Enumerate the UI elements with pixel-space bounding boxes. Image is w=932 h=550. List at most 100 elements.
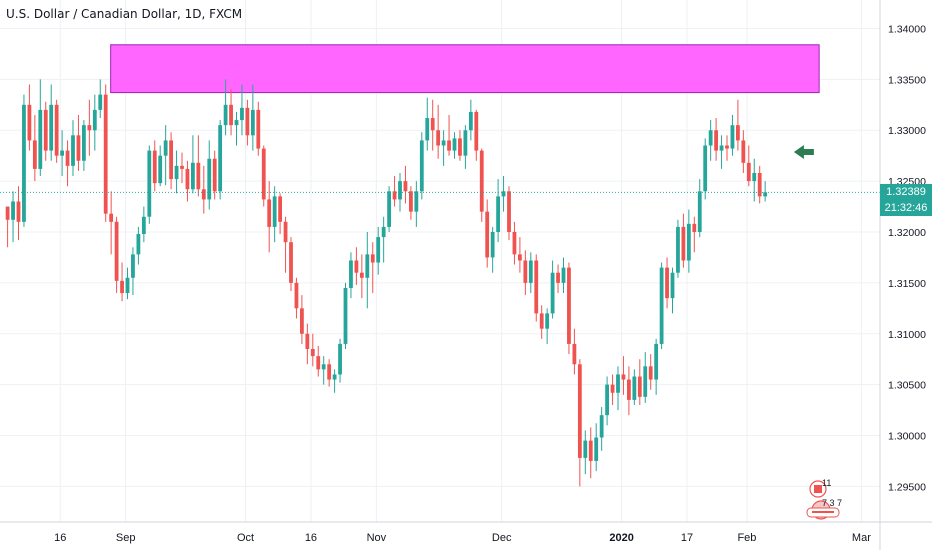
candle-body bbox=[627, 379, 631, 400]
candle-body bbox=[474, 111, 479, 151]
y-tick-label: 1.29500 bbox=[888, 481, 926, 493]
candle-body bbox=[719, 145, 724, 151]
candle-body bbox=[599, 415, 604, 438]
candle-body bbox=[550, 272, 555, 314]
candle-body bbox=[49, 104, 54, 151]
candle-body bbox=[447, 140, 451, 151]
candle-body bbox=[616, 374, 620, 393]
candle-body bbox=[321, 364, 326, 370]
candle-body bbox=[125, 277, 130, 294]
candle-body bbox=[349, 260, 353, 288]
candle-body bbox=[659, 267, 664, 344]
candle-body bbox=[518, 254, 522, 261]
candle-body bbox=[218, 125, 223, 192]
candle-body bbox=[430, 118, 435, 131]
candle-body bbox=[670, 272, 675, 299]
candle-body bbox=[261, 148, 266, 200]
candle-body bbox=[310, 349, 315, 357]
candle-body bbox=[229, 104, 233, 126]
candle-body bbox=[528, 260, 533, 283]
candle-body bbox=[561, 267, 566, 283]
usd-flag-stripe-icon bbox=[812, 511, 834, 513]
x-tick-label: Nov bbox=[367, 532, 387, 544]
candle-body bbox=[485, 211, 490, 258]
candle-body bbox=[234, 120, 239, 126]
candle-body bbox=[82, 125, 86, 161]
candle-body bbox=[752, 172, 757, 182]
candle-body bbox=[27, 104, 32, 141]
events-badges[interactable]: 11 7 3 7 bbox=[804, 478, 844, 523]
candle-body bbox=[763, 192, 768, 197]
candle-body bbox=[245, 107, 250, 136]
candle-body bbox=[534, 260, 539, 314]
candle-body bbox=[207, 158, 212, 200]
candle-body bbox=[676, 226, 680, 273]
candle-body bbox=[458, 138, 462, 156]
candle-body bbox=[441, 140, 446, 146]
candle-body bbox=[583, 440, 588, 458]
candle-body bbox=[692, 223, 697, 232]
x-tick-label: 16 bbox=[305, 532, 317, 544]
candle-body bbox=[594, 437, 599, 461]
x-tick-label: Dec bbox=[492, 532, 512, 544]
candle-body bbox=[621, 374, 626, 380]
candle-body bbox=[501, 191, 506, 197]
candle-body bbox=[359, 272, 364, 278]
candle-body bbox=[354, 260, 359, 273]
candle-body bbox=[376, 237, 381, 263]
y-tick-label: 1.30000 bbox=[888, 431, 926, 443]
candle-body bbox=[523, 260, 528, 283]
cad-flag-fill-icon bbox=[814, 485, 822, 493]
candle-body bbox=[512, 232, 517, 255]
candle-body bbox=[158, 155, 163, 184]
x-tick-label: Oct bbox=[237, 532, 254, 544]
x-tick-label: 16 bbox=[54, 532, 66, 544]
candle-body bbox=[5, 206, 10, 220]
candle-body bbox=[708, 130, 713, 146]
candle-body bbox=[109, 213, 114, 222]
candle-body bbox=[76, 135, 81, 161]
candle-body bbox=[468, 111, 473, 131]
last-price-label: 1.32389 bbox=[880, 184, 932, 201]
bar-countdown-label: 21:32:46 bbox=[880, 200, 932, 217]
candle-body bbox=[332, 374, 337, 380]
candle-body bbox=[185, 168, 190, 190]
candle-body bbox=[654, 343, 659, 380]
x-tick-label: Sep bbox=[116, 532, 136, 544]
candle-body bbox=[283, 221, 288, 243]
candles-layer bbox=[5, 79, 768, 487]
candle-body bbox=[300, 308, 304, 334]
candle-body bbox=[191, 162, 195, 190]
y-tick-label: 1.34000 bbox=[888, 23, 926, 35]
candle-body bbox=[131, 254, 135, 278]
x-tick-label: Mar bbox=[852, 532, 871, 544]
y-tick-label: 1.32000 bbox=[888, 227, 926, 239]
candle-body bbox=[414, 191, 419, 212]
candle-body bbox=[305, 333, 310, 350]
candle-body bbox=[539, 313, 544, 329]
candle-body bbox=[398, 181, 402, 200]
candle-body bbox=[201, 189, 206, 200]
candle-body bbox=[92, 109, 97, 131]
candle-body bbox=[365, 254, 370, 278]
arrow-marker-icon bbox=[793, 145, 814, 159]
candle-body bbox=[22, 104, 26, 222]
candle-body bbox=[409, 191, 413, 212]
candle-body bbox=[605, 384, 609, 416]
candle-body bbox=[163, 140, 168, 156]
candle-body bbox=[757, 172, 762, 197]
candle-body bbox=[278, 196, 282, 222]
candle-body bbox=[240, 107, 244, 121]
candle-body bbox=[632, 376, 637, 400]
candle-body bbox=[11, 201, 15, 220]
y-tick-label: 1.33000 bbox=[888, 125, 926, 137]
candle-body bbox=[114, 221, 119, 281]
marker-layer bbox=[0, 145, 880, 193]
candle-body bbox=[507, 191, 511, 232]
candle-body bbox=[98, 94, 103, 110]
candle-body bbox=[43, 109, 48, 151]
candle-body bbox=[703, 145, 708, 192]
candle-body bbox=[152, 150, 157, 184]
